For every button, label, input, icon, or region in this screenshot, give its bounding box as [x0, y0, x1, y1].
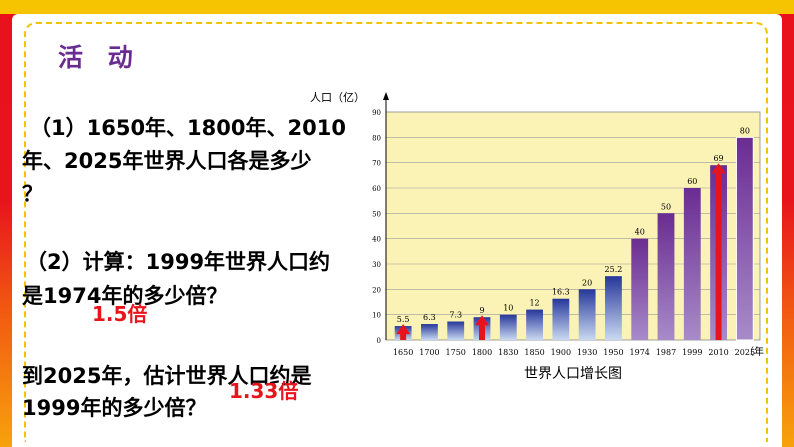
arrow-1650: [396, 324, 411, 340]
x-tick-1850: 1850: [524, 348, 544, 357]
value-label-1987: 50: [661, 202, 671, 211]
x-tick-1800: 1800: [472, 348, 492, 357]
slide-card: 活 动 （1）1650年、1800年、2010 年、2025年世界人口各是多少 …: [12, 14, 782, 447]
bar-1830: [499, 314, 517, 340]
arrow-2010: [711, 163, 726, 340]
x-tick-1650: 1650: [393, 348, 413, 357]
y-tick-label: 30: [372, 261, 381, 269]
bar-1930: [578, 289, 596, 340]
answer-2: 1.33倍: [229, 379, 299, 403]
y-tick-label: 80: [372, 134, 381, 142]
arrow-1800: [475, 315, 489, 340]
plot-background: [385, 111, 761, 341]
y-tick-label: 40: [372, 236, 381, 244]
bar-1987: [657, 213, 675, 340]
population-chart-svg: 人口（亿） 0 10 20 30 40 50 60 70 80 90 5.5 6.3 7.3 9 10 12…: [310, 91, 774, 382]
y-tick-label: 60: [372, 185, 381, 193]
bar-1900: [552, 298, 570, 340]
y-tick-label: 10: [372, 312, 381, 320]
highlight-arrows: [396, 163, 726, 340]
x-tick-1950: 1950: [603, 348, 623, 357]
x-axis-label: （年）: [744, 345, 764, 358]
bar-2025: [735, 136, 754, 341]
value-label-1800: 9: [479, 306, 484, 315]
y-axis-arrowhead: [383, 92, 389, 100]
value-label-1999: 60: [687, 177, 697, 186]
question-3-line-1: 到2025年，估计世界人口约是: [22, 364, 312, 388]
answer-1: 1.5倍: [92, 302, 148, 326]
x-tick-2025: 2025: [735, 348, 755, 357]
question-1-line-3: ？: [22, 182, 43, 206]
section-title: 活 动: [58, 43, 141, 72]
value-labels: 5.5 6.3 7.3 9 10 12 16.3 20 25.2 40 50 60 69 80: [397, 126, 750, 324]
x-tick-1974: 1974: [630, 348, 650, 357]
x-tick-1987: 1987: [656, 348, 676, 357]
y-tick-labels: 0 10 20 30 40 50 60 70 80 90: [372, 109, 381, 345]
bar-1850: [526, 309, 543, 340]
x-tick-1930: 1930: [577, 348, 597, 357]
value-label-1830: 10: [503, 304, 513, 313]
x-tick-labels: 1650 1700 1750 1800 1830 1850 1900 1930 1950 1974…: [393, 348, 755, 357]
value-label-1974: 40: [635, 228, 645, 237]
y-tick-label: 90: [372, 109, 381, 117]
question-1-line-2: 年、2025年世界人口各是多少: [22, 149, 312, 173]
question-2-line-1: （2）计算：1999年世界人口约: [26, 250, 331, 274]
value-label-1950: 25.2: [605, 265, 623, 274]
x-tick-1750: 1750: [446, 348, 466, 357]
value-label-1930: 20: [582, 278, 592, 287]
bar-1700: [421, 324, 438, 340]
x-tick-1999: 1999: [682, 348, 702, 357]
value-label-2025: 80: [740, 126, 750, 135]
value-label-1900: 16.3: [552, 288, 570, 297]
bar-1974: [631, 238, 649, 340]
x-tick-1830: 1830: [498, 348, 518, 357]
bar-1750: [447, 321, 465, 340]
question-3-line-2: 1999年的多少倍？: [22, 396, 207, 420]
value-label-1750: 7.3: [449, 311, 462, 320]
y-tick-label: 50: [372, 210, 381, 218]
y-axis-label: 人口（亿）: [310, 91, 365, 104]
value-label-1650: 5.5: [397, 315, 410, 324]
question-2-line-2: 是1974年的多少倍？: [22, 284, 228, 308]
x-tick-1900: 1900: [551, 348, 571, 357]
bar-1950: [605, 276, 622, 340]
x-tick-2010: 2010: [708, 348, 728, 357]
value-label-2010: 69: [713, 154, 723, 163]
question-1-line-1: （1）1650年、1800年、2010: [30, 116, 346, 140]
population-chart: 人口（亿） 0 10 20 30 40 50 60 70 80 90 5.5 6.3 7.3 9 10 12…: [294, 84, 774, 394]
y-tick-label: 0: [377, 337, 381, 345]
value-label-1700: 6.3: [423, 313, 436, 322]
y-tick-label: 70: [372, 160, 381, 168]
chart-title: 世界人口增长图: [524, 366, 622, 382]
y-tick-label: 20: [372, 286, 381, 294]
dashed-frame: [24, 22, 768, 442]
x-tick-1700: 1700: [419, 348, 439, 357]
bar-1999: [683, 188, 701, 340]
value-label-1850: 12: [529, 299, 539, 308]
top-accent-strip: [0, 0, 794, 14]
